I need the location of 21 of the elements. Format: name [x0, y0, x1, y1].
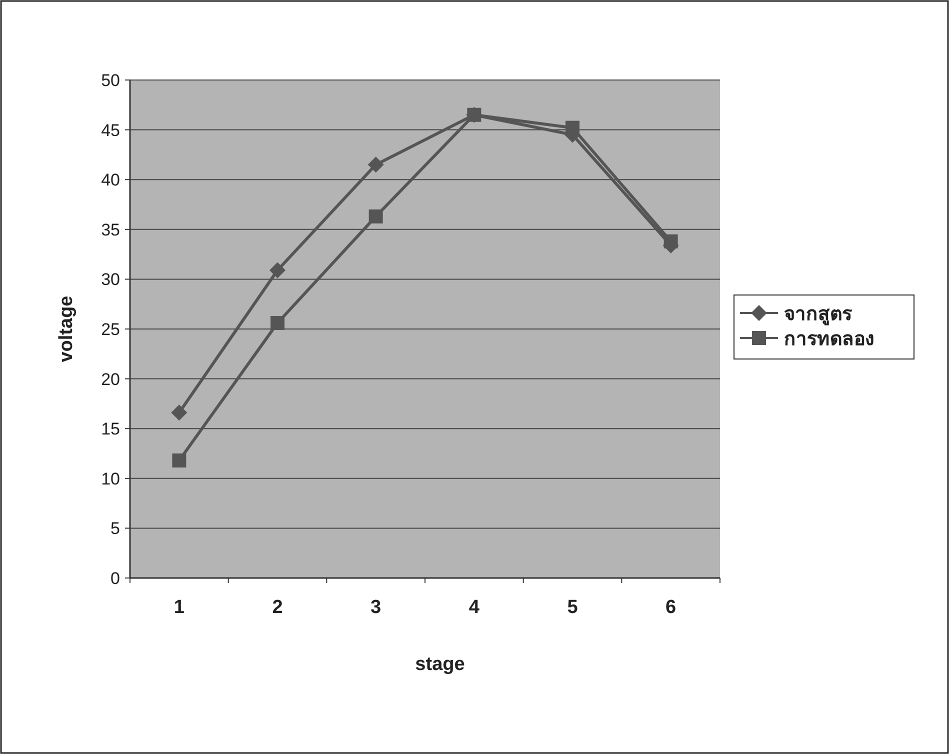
x-tick-label: 1 [174, 597, 185, 618]
y-tick-label: 50 [101, 71, 120, 90]
legend-label: การทดลอง [784, 329, 874, 350]
y-tick-label: 25 [101, 320, 120, 339]
y-axis-title: voltage [56, 296, 77, 362]
x-tick-label: 6 [666, 597, 676, 618]
y-tick-label: 20 [101, 370, 120, 389]
x-axis-title: stage [415, 654, 465, 675]
y-tick-label: 30 [101, 270, 120, 290]
y-tick-label: 40 [101, 170, 120, 190]
x-tick-label: 4 [468, 597, 480, 618]
y-tick-label: 0 [110, 569, 120, 588]
y-tick-label: 35 [101, 220, 120, 240]
y-tick-label: 15 [101, 420, 120, 439]
y-tick-label: 5 [110, 519, 120, 538]
y-tick-label: 45 [101, 120, 120, 140]
x-tick-label: 3 [370, 597, 382, 618]
x-tick-label: 5 [567, 597, 578, 618]
legend-label: จากสูตร [784, 304, 853, 326]
x-tick-label: 2 [272, 597, 283, 618]
y-tick-label: 10 [101, 469, 120, 488]
